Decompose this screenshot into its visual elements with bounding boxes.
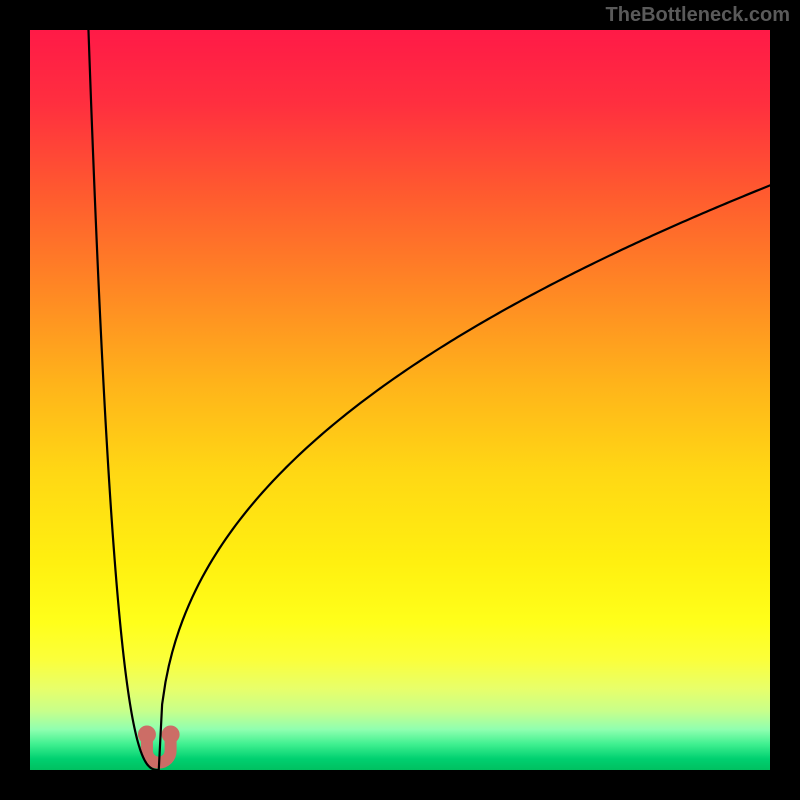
gradient-background [30,30,770,770]
watermark-text: TheBottleneck.com [606,4,790,27]
chart-frame: TheBottleneck.com [0,0,800,800]
bottleneck-chart-svg [0,0,800,800]
